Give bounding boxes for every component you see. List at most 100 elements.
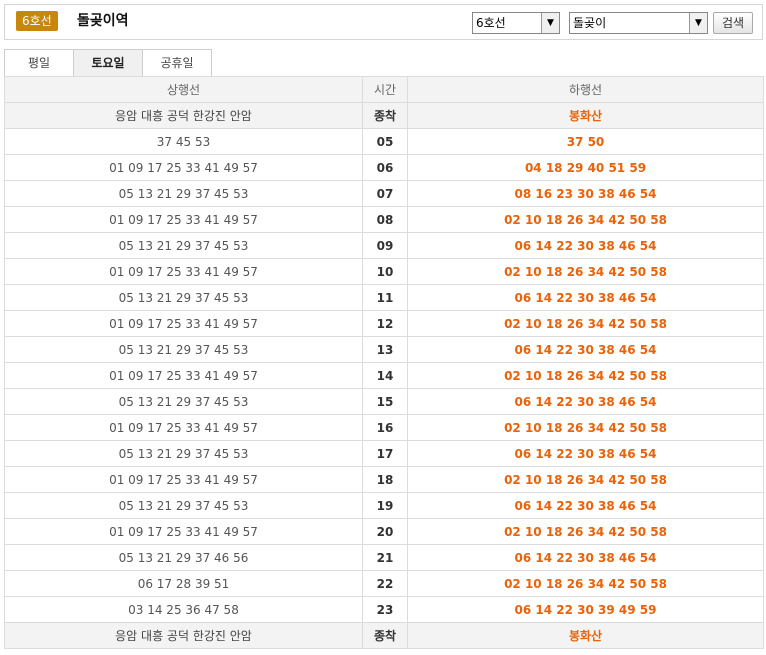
down-times: 봉화산 — [407, 622, 764, 649]
up-times: 05 13 21 29 37 45 53 — [4, 388, 363, 415]
down-terminus: 봉화산 — [407, 102, 764, 129]
up-times: 01 09 17 25 33 41 49 57 — [4, 310, 363, 337]
terminus-label: 종착 — [362, 102, 408, 129]
up-times: 01 09 17 25 33 41 49 57 — [4, 258, 363, 285]
table-row: 01 09 17 25 33 41 49 57 18 02 10 18 26 34 … — [4, 466, 764, 493]
hour-cell: 종착 — [362, 622, 408, 649]
hour-cell: 10 — [362, 258, 408, 285]
up-times: 05 13 21 29 37 46 56 — [4, 544, 363, 571]
table-row: 05 13 21 29 37 45 53 11 06 14 22 30 38 46 … — [4, 284, 764, 311]
table-row: 06 17 28 39 51 22 02 10 18 26 34 42 50 58 — [4, 570, 764, 597]
up-times: 05 13 21 29 37 45 53 — [4, 180, 363, 207]
station-header: 6호선 돌곶이역 6호선 ▼ 돌곶이 ▼ 검색 — [4, 4, 763, 40]
hour-cell: 18 — [362, 466, 408, 493]
tab-saturday[interactable]: 토요일 — [73, 49, 143, 77]
down-times: 06 14 22 30 38 46 54 — [407, 336, 764, 363]
table-row: 05 13 21 29 37 45 53 13 06 14 22 30 38 46 … — [4, 336, 764, 363]
hour-cell: 21 — [362, 544, 408, 571]
table-row: 05 13 21 29 37 45 53 19 06 14 22 30 38 46 … — [4, 492, 764, 519]
line-select[interactable]: 6호선 ▼ — [472, 12, 560, 34]
up-times: 01 09 17 25 33 41 49 57 — [4, 518, 363, 545]
up-times: 01 09 17 25 33 41 49 57 — [4, 362, 363, 389]
tab-weekday[interactable]: 평일 — [4, 49, 74, 77]
table-row: 01 09 17 25 33 41 49 57 06 04 18 29 40 51 … — [4, 154, 764, 181]
hour-cell: 06 — [362, 154, 408, 181]
station-title: 돌곶이역 — [77, 13, 129, 29]
hour-cell: 11 — [362, 284, 408, 311]
down-times: 06 14 22 30 38 46 54 — [407, 492, 764, 519]
line-badge: 6호선 — [16, 11, 58, 31]
table-row: 01 09 17 25 33 41 49 57 10 02 10 18 26 34 … — [4, 258, 764, 285]
hour-cell: 15 — [362, 388, 408, 415]
table-row: 37 45 53 05 37 50 — [4, 128, 764, 155]
terminus-row: 응암 대흥 공덕 한강진 안암 종착 봉화산 — [4, 622, 764, 649]
up-times: 01 09 17 25 33 41 49 57 — [4, 466, 363, 493]
down-times: 02 10 18 26 34 42 50 58 — [407, 518, 764, 545]
search-button[interactable]: 검색 — [713, 12, 753, 34]
up-times: 03 14 25 36 47 58 — [4, 596, 363, 623]
header-hour: 시간 — [362, 76, 408, 103]
table-row: 01 09 17 25 33 41 49 57 20 02 10 18 26 34 … — [4, 518, 764, 545]
down-times: 02 10 18 26 34 42 50 58 — [407, 414, 764, 441]
down-times: 02 10 18 26 34 42 50 58 — [407, 206, 764, 233]
down-times: 04 18 29 40 51 59 — [407, 154, 764, 181]
hour-cell: 16 — [362, 414, 408, 441]
chevron-down-icon[interactable]: ▼ — [541, 13, 559, 33]
station-select[interactable]: 돌곶이 ▼ — [569, 12, 708, 34]
table-row: 01 09 17 25 33 41 49 57 16 02 10 18 26 34 … — [4, 414, 764, 441]
down-times: 06 14 22 30 38 46 54 — [407, 440, 764, 467]
table-row: 05 13 21 29 37 46 56 21 06 14 22 30 38 46 … — [4, 544, 764, 571]
table-row: 01 09 17 25 33 41 49 57 12 02 10 18 26 34 … — [4, 310, 764, 337]
hour-cell: 19 — [362, 492, 408, 519]
hour-cell: 12 — [362, 310, 408, 337]
hour-cell: 05 — [362, 128, 408, 155]
table-header-row: 상행선 시간 하행선 — [4, 76, 764, 103]
tab-holiday[interactable]: 공휴일 — [142, 49, 212, 77]
table-row: 05 13 21 29 37 45 53 15 06 14 22 30 38 46 … — [4, 388, 764, 415]
hour-cell: 14 — [362, 362, 408, 389]
hour-cell: 08 — [362, 206, 408, 233]
up-terminus: 응암 대흥 공덕 한강진 안암 — [4, 102, 363, 129]
up-times: 06 17 28 39 51 — [4, 570, 363, 597]
down-times: 02 10 18 26 34 42 50 58 — [407, 310, 764, 337]
hour-cell: 17 — [362, 440, 408, 467]
terminus-row: 응암 대흥 공덕 한강진 안암 종착 봉화산 — [4, 102, 764, 129]
hour-cell: 07 — [362, 180, 408, 207]
station-select-value: 돌곶이 — [573, 16, 607, 30]
chevron-down-icon[interactable]: ▼ — [689, 13, 707, 33]
table-row: 01 09 17 25 33 41 49 57 08 02 10 18 26 34 … — [4, 206, 764, 233]
up-times: 05 13 21 29 37 45 53 — [4, 232, 363, 259]
table-row: 03 14 25 36 47 58 23 06 14 22 30 39 49 59 — [4, 596, 764, 623]
up-times: 01 09 17 25 33 41 49 57 — [4, 414, 363, 441]
down-times: 02 10 18 26 34 42 50 58 — [407, 570, 764, 597]
down-times: 08 16 23 30 38 46 54 — [407, 180, 764, 207]
hour-cell: 22 — [362, 570, 408, 597]
down-times: 06 14 22 30 38 46 54 — [407, 388, 764, 415]
header-up: 상행선 — [4, 76, 363, 103]
line-select-value: 6호선 — [476, 16, 506, 30]
down-times: 06 14 22 30 38 46 54 — [407, 232, 764, 259]
hour-cell: 13 — [362, 336, 408, 363]
up-times: 37 45 53 — [4, 128, 363, 155]
hour-cell: 20 — [362, 518, 408, 545]
header-down: 하행선 — [407, 76, 764, 103]
timetable: 상행선 시간 하행선 응암 대흥 공덕 한강진 안암 종착 봉화산 37 45 … — [4, 76, 764, 649]
table-row: 05 13 21 29 37 45 53 07 08 16 23 30 38 46 … — [4, 180, 764, 207]
up-times: 05 13 21 29 37 45 53 — [4, 492, 363, 519]
up-times: 05 13 21 29 37 45 53 — [4, 336, 363, 363]
up-times: 05 13 21 29 37 45 53 — [4, 440, 363, 467]
up-times: 응암 대흥 공덕 한강진 안암 — [4, 622, 363, 649]
up-times: 05 13 21 29 37 45 53 — [4, 284, 363, 311]
down-times: 06 14 22 30 38 46 54 — [407, 544, 764, 571]
up-times: 01 09 17 25 33 41 49 57 — [4, 154, 363, 181]
down-times: 02 10 18 26 34 42 50 58 — [407, 362, 764, 389]
hour-cell: 23 — [362, 596, 408, 623]
hour-cell: 09 — [362, 232, 408, 259]
down-times: 02 10 18 26 34 42 50 58 — [407, 466, 764, 493]
table-row: 05 13 21 29 37 45 53 17 06 14 22 30 38 46 … — [4, 440, 764, 467]
table-row: 05 13 21 29 37 45 53 09 06 14 22 30 38 46 … — [4, 232, 764, 259]
down-times: 06 14 22 30 38 46 54 — [407, 284, 764, 311]
down-times: 06 14 22 30 39 49 59 — [407, 596, 764, 623]
table-row: 01 09 17 25 33 41 49 57 14 02 10 18 26 34 … — [4, 362, 764, 389]
up-times: 01 09 17 25 33 41 49 57 — [4, 206, 363, 233]
